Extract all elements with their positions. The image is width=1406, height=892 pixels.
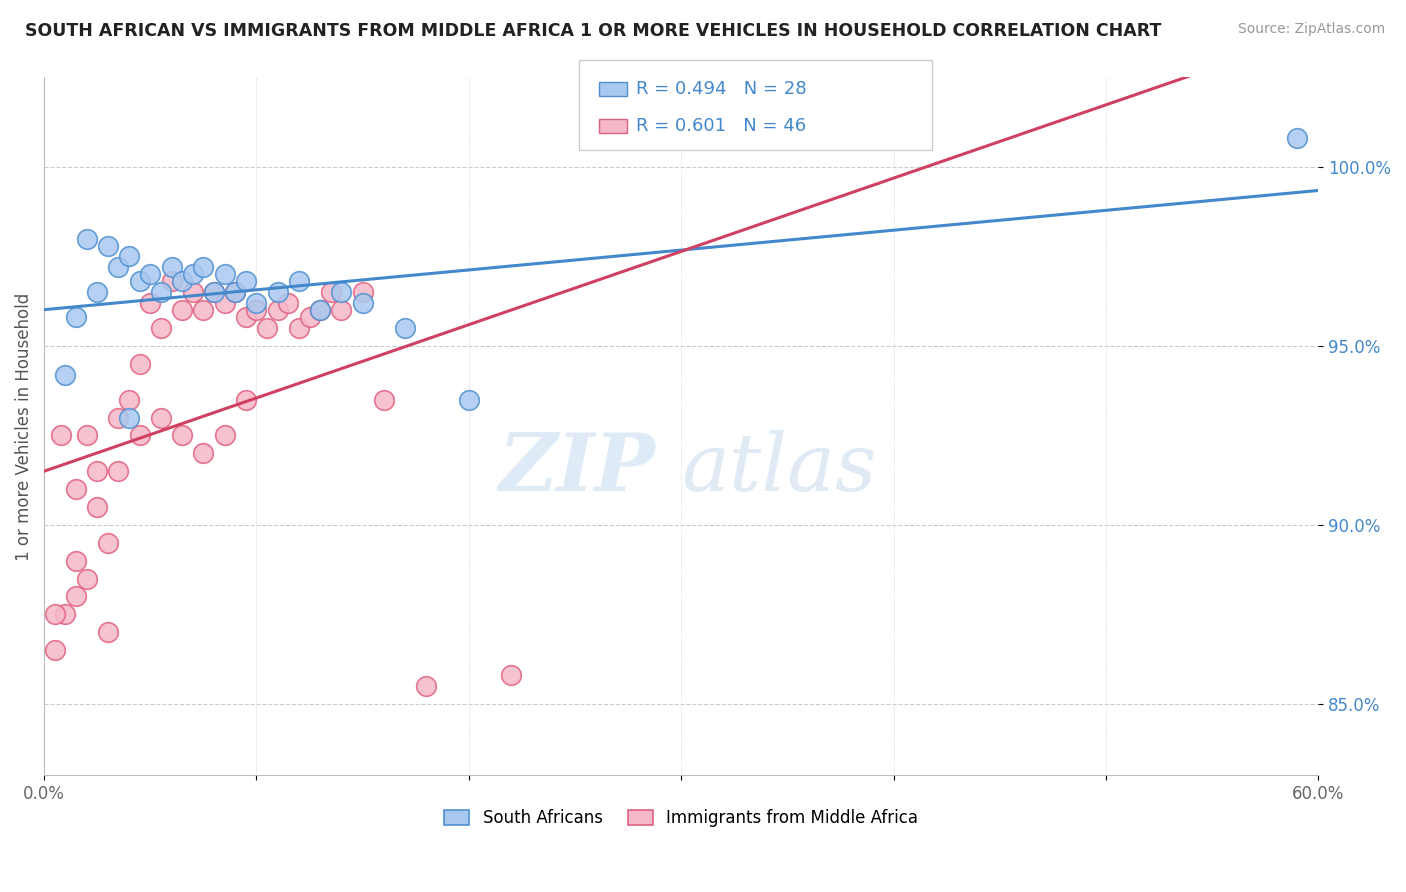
- Point: [214, 296, 236, 310]
- Point: [288, 321, 311, 335]
- Point: [193, 303, 215, 318]
- Point: [118, 392, 141, 407]
- Point: [86, 464, 108, 478]
- Point: [277, 296, 299, 310]
- Text: R = 0.494   N = 28: R = 0.494 N = 28: [636, 79, 806, 97]
- Point: [214, 268, 236, 282]
- Point: [107, 410, 129, 425]
- Point: [49, 428, 72, 442]
- Point: [181, 268, 204, 282]
- Point: [319, 285, 342, 300]
- Point: [267, 303, 290, 318]
- Point: [501, 668, 523, 682]
- Y-axis label: 1 or more Vehicles in Household: 1 or more Vehicles in Household: [15, 293, 32, 560]
- Text: R = 0.601   N = 46: R = 0.601 N = 46: [636, 117, 806, 135]
- Point: [352, 296, 374, 310]
- Text: Source: ZipAtlas.com: Source: ZipAtlas.com: [1237, 22, 1385, 37]
- Point: [76, 572, 98, 586]
- Point: [118, 410, 141, 425]
- Point: [181, 285, 204, 300]
- Point: [149, 410, 172, 425]
- Point: [245, 303, 267, 318]
- Point: [160, 275, 183, 289]
- Point: [298, 310, 321, 325]
- Point: [457, 392, 479, 407]
- Point: [330, 303, 353, 318]
- Point: [149, 285, 172, 300]
- Text: ZIP: ZIP: [499, 430, 655, 507]
- Text: SOUTH AFRICAN VS IMMIGRANTS FROM MIDDLE AFRICA 1 OR MORE VEHICLES IN HOUSEHOLD C: SOUTH AFRICAN VS IMMIGRANTS FROM MIDDLE …: [25, 22, 1161, 40]
- Point: [149, 321, 172, 335]
- Point: [373, 392, 395, 407]
- Point: [224, 285, 246, 300]
- Point: [172, 303, 194, 318]
- Point: [97, 238, 120, 252]
- Point: [160, 260, 183, 275]
- Point: [288, 275, 311, 289]
- Point: [193, 446, 215, 460]
- Point: [86, 285, 108, 300]
- Point: [107, 464, 129, 478]
- Point: [394, 321, 416, 335]
- Point: [172, 275, 194, 289]
- Point: [128, 275, 150, 289]
- Point: [172, 428, 194, 442]
- Point: [128, 357, 150, 371]
- Point: [352, 285, 374, 300]
- Point: [235, 392, 257, 407]
- Point: [76, 231, 98, 245]
- Point: [76, 428, 98, 442]
- Point: [267, 285, 290, 300]
- Point: [53, 607, 76, 622]
- Point: [235, 275, 257, 289]
- Point: [44, 643, 66, 657]
- Point: [107, 260, 129, 275]
- Point: [97, 536, 120, 550]
- Point: [309, 303, 332, 318]
- Point: [415, 679, 437, 693]
- Text: atlas: atlas: [681, 430, 876, 507]
- Point: [97, 625, 120, 640]
- Point: [118, 249, 141, 263]
- Point: [1286, 131, 1309, 145]
- Point: [139, 268, 162, 282]
- Point: [224, 285, 246, 300]
- Point: [214, 428, 236, 442]
- Point: [65, 554, 87, 568]
- Point: [86, 500, 108, 514]
- Point: [193, 260, 215, 275]
- Point: [53, 368, 76, 382]
- Point: [309, 303, 332, 318]
- Point: [256, 321, 278, 335]
- Point: [65, 310, 87, 325]
- Point: [128, 428, 150, 442]
- Point: [202, 285, 225, 300]
- Point: [235, 310, 257, 325]
- Point: [330, 285, 353, 300]
- Point: [139, 296, 162, 310]
- Legend: South Africans, Immigrants from Middle Africa: South Africans, Immigrants from Middle A…: [437, 802, 925, 833]
- Point: [202, 285, 225, 300]
- Point: [245, 296, 267, 310]
- Point: [65, 482, 87, 496]
- Point: [44, 607, 66, 622]
- Point: [65, 590, 87, 604]
